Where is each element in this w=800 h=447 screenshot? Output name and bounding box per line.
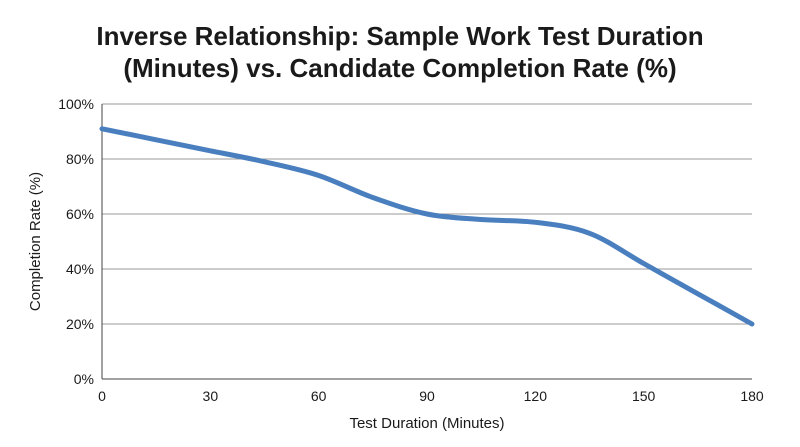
y-tick-label: 100% [58,96,94,112]
x-tick-label: 0 [98,388,106,404]
chart-title-line-2: (Minutes) vs. Candidate Completion Rate … [123,53,677,83]
y-tick-label: 40% [66,261,94,277]
chart-title-line-1: Inverse Relationship: Sample Work Test D… [96,21,704,51]
y-tick-label: 80% [66,151,94,167]
y-tick-label: 0% [74,371,94,387]
x-tick-label: 30 [203,388,219,404]
x-tick-label: 60 [311,388,327,404]
y-tick-label: 60% [66,206,94,222]
x-axis-ticks: 0 30 60 90 120 150 180 [98,388,764,404]
series-line-0 [99,126,755,327]
y-axis-ticks: 0% 20% 40% 60% 80% 100% [58,96,94,387]
y-tick-label: 20% [66,316,94,332]
y-axis-label: Completion Rate (%) [27,172,44,311]
axes [101,104,752,380]
x-tick-label: 150 [632,388,656,404]
x-tick-label: 180 [740,388,764,404]
x-axis-label: Test Duration (Minutes) [349,415,504,432]
chart-title: Inverse Relationship: Sample Work Test D… [0,20,800,84]
series-group [99,126,755,327]
x-tick-label: 90 [419,388,435,404]
x-tick-label: 120 [524,388,548,404]
